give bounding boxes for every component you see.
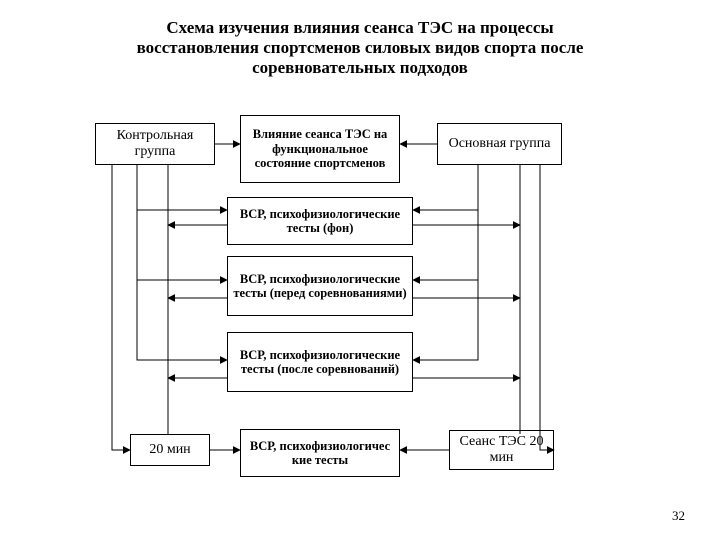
page-number: 32 bbox=[672, 508, 685, 524]
node-vsr-final: ВСР, психофизиологичес кие тесты bbox=[240, 429, 400, 477]
node-vsr-pre: ВСР, психофизиологические тесты (перед с… bbox=[227, 256, 413, 316]
node-label: ВСР, психофизиологичес кие тесты bbox=[245, 439, 395, 468]
node-label: ВСР, психофизиологические тесты (фон) bbox=[232, 207, 408, 236]
node-wait20: 20 мин bbox=[130, 434, 210, 466]
node-label: 20 мин bbox=[149, 442, 190, 458]
node-tes20: Сеанс ТЭС 20 мин bbox=[449, 430, 554, 470]
node-label: ВСР, психофизиологические тесты (перед с… bbox=[232, 272, 408, 301]
node-label: Влияние сеанса ТЭС на функциональное сос… bbox=[245, 127, 395, 170]
page-number-text: 32 bbox=[672, 508, 685, 523]
node-label: ВСР, психофизиологические тесты (после с… bbox=[232, 348, 408, 377]
node-label: Контрольная группа bbox=[100, 128, 210, 160]
title-text: Схема изучения влияния сеанса ТЭС на про… bbox=[137, 18, 584, 77]
node-label: Основная группа bbox=[449, 136, 551, 152]
node-label: Сеанс ТЭС 20 мин bbox=[454, 434, 549, 466]
node-main: Основная группа bbox=[437, 123, 562, 165]
diagram-title: Схема изучения влияния сеанса ТЭС на про… bbox=[120, 18, 600, 78]
node-control: Контрольная группа bbox=[95, 123, 215, 165]
node-vsr-fon: ВСР, психофизиологические тесты (фон) bbox=[227, 197, 413, 245]
node-effect: Влияние сеанса ТЭС на функциональное сос… bbox=[240, 115, 400, 183]
node-vsr-post: ВСР, психофизиологические тесты (после с… bbox=[227, 332, 413, 392]
